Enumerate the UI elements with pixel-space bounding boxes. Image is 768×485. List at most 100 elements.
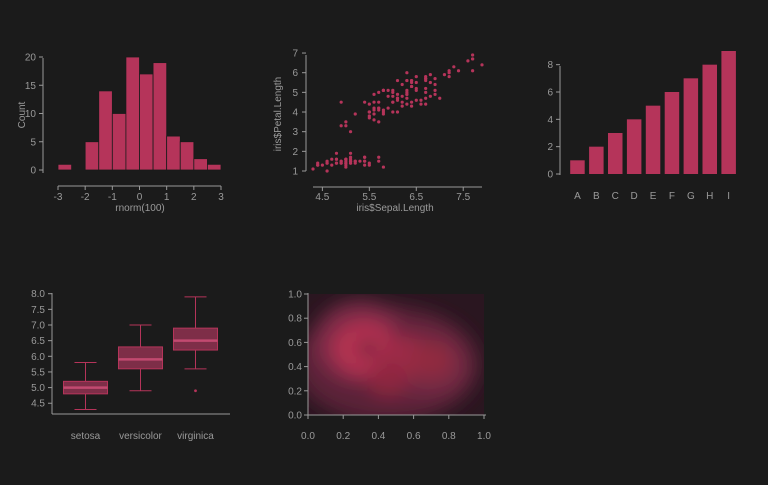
- scatter-point: [334, 151, 339, 155]
- scatter-x-ticks: 4.5 5.5 6.5 7.5: [315, 187, 471, 203]
- histogram-y-label: Count: [17, 101, 28, 128]
- scatter-point: [395, 92, 400, 96]
- scatter-point: [405, 102, 409, 106]
- scatter-point: [414, 75, 418, 79]
- density-axes: [307, 293, 486, 416]
- histogram-bar: [179, 141, 195, 171]
- scatter-y-tick-label: 1: [292, 167, 298, 178]
- boxplot-x-tick-label: setosa: [71, 431, 101, 442]
- scatter-point: [480, 63, 484, 67]
- bar-x-tick-label: H: [706, 191, 713, 202]
- scatter-x-tick-label: 7.5: [456, 192, 470, 203]
- boxplot-y-tick-label: 6.5: [31, 336, 45, 347]
- boxplot-outlier: [194, 389, 197, 393]
- scatter-point: [386, 94, 390, 98]
- scatter-point: [456, 69, 461, 73]
- boxplot-y-tick-label: 4.5: [31, 399, 45, 410]
- histogram-bar: [166, 135, 181, 171]
- scatter-point: [419, 102, 423, 106]
- scatter-point: [348, 130, 353, 134]
- bar-y-tick-label: 4: [547, 115, 553, 126]
- bar-chart-bars: [570, 51, 736, 174]
- histogram-x-tick-label: -3: [54, 192, 63, 203]
- scatter-point: [363, 100, 367, 104]
- scatter-point: [452, 65, 456, 69]
- boxplot-y-tick-label: 5.0: [31, 383, 45, 394]
- scatter-point: [363, 155, 367, 159]
- scatter-y-tick-label: 7: [292, 49, 298, 60]
- scatter-y-tick-label: 3: [292, 127, 298, 138]
- density-y-tick-label: 1.0: [288, 290, 302, 301]
- histogram-panel: 0 5 10 15 20 -3 -2 -1 0 1 2 3 rnorm(100) Count: [17, 53, 224, 215]
- boxplot-y-tick-label: 7.0: [31, 320, 45, 331]
- scatter-point: [424, 96, 428, 100]
- scatter-point: [400, 94, 404, 98]
- bar: [645, 105, 661, 174]
- scatter-point: [381, 88, 386, 92]
- scatter-point: [428, 80, 432, 85]
- scatter-y-tick-label: 2: [292, 147, 298, 158]
- scatter-point: [400, 100, 404, 104]
- scatter-point: [424, 86, 428, 91]
- histogram-y-ticks: 0 5 10 15 20: [25, 53, 43, 177]
- scatter-point: [353, 159, 357, 163]
- scatter-point: [419, 98, 423, 102]
- scatter-y-tick-label: 6: [292, 68, 298, 79]
- density-peak: [410, 342, 453, 379]
- scatter-point: [400, 82, 404, 87]
- histogram-bar: [57, 163, 72, 171]
- bar: [589, 146, 604, 174]
- boxplot-box: [118, 346, 163, 370]
- scatter-point: [325, 161, 329, 165]
- histogram-bar: [152, 62, 168, 171]
- scatter-point: [367, 110, 371, 114]
- boxplot-y-tick-label: 5.5: [31, 367, 45, 378]
- scatter-point: [391, 100, 395, 104]
- histogram-bar: [98, 90, 113, 171]
- histogram-bar: [84, 141, 100, 171]
- bar-x-tick-label: E: [650, 191, 657, 202]
- density-peak-center: [358, 340, 377, 357]
- bar-y-ticks: 0 2 4 6 8: [547, 60, 560, 181]
- boxplot-y-tick-label: 7.5: [31, 305, 45, 316]
- scatter-point: [358, 159, 362, 163]
- scatter-point: [381, 165, 386, 169]
- bar-x-tick-label: G: [687, 191, 695, 202]
- scatter-point: [377, 159, 381, 163]
- scatter-point: [381, 110, 386, 114]
- bar: [570, 160, 585, 174]
- histogram-y-tick-label: 5: [30, 137, 36, 148]
- scatter-point: [334, 161, 339, 165]
- scatter-point: [433, 88, 437, 92]
- scatter-point: [372, 106, 376, 110]
- scatter-point: [372, 112, 376, 116]
- bar-x-tick-label: D: [631, 191, 638, 202]
- density-panel: 0.0 0.2 0.4 0.6 0.8 1.0 0.0 0.2 0.4 0.6 0.8 1.0: [288, 290, 491, 443]
- bar-y-tick-label: 0: [547, 170, 553, 181]
- scatter-point: [405, 71, 409, 75]
- scatter-point: [367, 163, 371, 167]
- scatter-points: [311, 53, 484, 173]
- histogram-x-tick-label: 0: [137, 192, 143, 203]
- bar-y-tick-label: 8: [547, 60, 553, 71]
- scatter-point: [348, 157, 353, 161]
- scatter-point: [330, 157, 334, 161]
- scatter-point: [339, 124, 343, 128]
- scatter-point: [424, 90, 428, 94]
- density-x-tick-label: 0.4: [371, 431, 385, 442]
- density-peak: [367, 361, 408, 396]
- scatter-x-tick-label: 6.5: [409, 192, 423, 203]
- scatter-point: [320, 163, 324, 167]
- scatter-point: [395, 98, 400, 102]
- scatter-point: [325, 169, 329, 173]
- scatter-point: [363, 163, 367, 167]
- histogram-x-label: rnorm(100): [115, 203, 164, 214]
- histogram-y-tick-label: 10: [25, 109, 37, 120]
- scatter-point: [466, 59, 470, 63]
- scatter-point: [344, 161, 348, 165]
- scatter-point: [442, 73, 447, 77]
- scatter-point: [372, 118, 376, 122]
- scatter-point: [348, 151, 353, 155]
